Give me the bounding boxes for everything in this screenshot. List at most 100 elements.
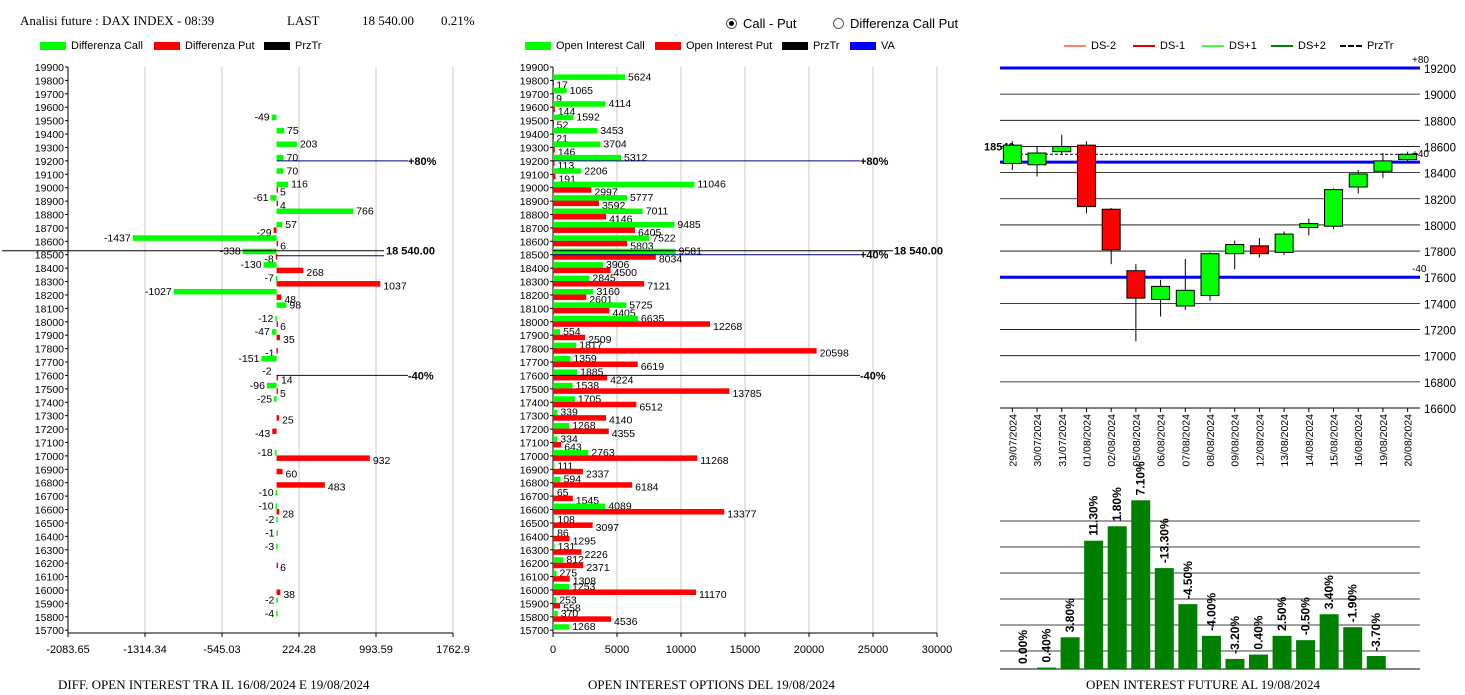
oi-call-bar [553,624,570,630]
future-oi-bar [1366,656,1386,669]
percent-marker-label: +40% [860,250,889,262]
future-oi-bar [1343,627,1363,669]
oi-call-bar [553,248,676,255]
oi-put-bar [553,455,698,461]
oi-put-bar [553,173,556,180]
put-diff-bar [276,200,279,207]
x-tick-label: -545.03 [203,644,240,656]
strike-label: 16900 [520,464,549,476]
call-diff-label: -2 [265,514,274,526]
strike-label: 16000 [35,585,64,597]
x-tick-label: 1762.9 [436,644,470,656]
strike-label: 19300 [520,142,549,154]
legend-diff-put-label: Differenza Put [185,40,255,52]
strike-label: 16700 [520,491,549,503]
call-diff-bar [276,516,278,523]
radio-call-put[interactable]: Call - Put [726,16,796,31]
strike-label: 19500 [520,116,549,128]
legend-prztr-3-label: PrzTr [1367,40,1394,52]
strike-label: 17100 [35,437,64,449]
oi-put-bar [553,535,570,542]
legend-line-lime [1202,45,1224,47]
call-diff-label: -47 [255,326,270,338]
strike-label: 19100 [520,169,549,181]
x-tick-label: 224.28 [282,644,316,656]
oi-call-bar [553,436,558,442]
put-diff-label: 1037 [383,281,407,293]
strike-label: 19100 [35,169,64,181]
band-label: -40 [1412,264,1427,275]
oi-put-label: 9 [556,93,562,105]
oi-put-bar [553,415,606,421]
band-label: +40 [1412,149,1429,160]
future-oi-bar [1084,540,1104,669]
put-diff-bar [272,428,277,435]
future-oi-label: -3.20% [1228,616,1242,654]
oi-call-bar [553,154,621,161]
oi-call-label: 3704 [603,138,627,150]
strike-label: 15900 [520,598,549,610]
oi-call-bar [553,409,558,416]
strike-label: 18100 [35,303,64,315]
oi-put-bar [553,240,628,247]
future-oi-bar [1296,640,1316,669]
call-diff-bar [266,382,277,389]
strike-label: 16200 [35,558,64,570]
oi-call-bar [553,382,573,389]
call-diff-label: -1027 [145,286,172,298]
oi-call-bar [553,543,555,550]
strike-label: 18700 [520,223,549,235]
oi-put-bar [553,361,638,368]
call-diff-bar [276,610,278,617]
oi-call-label: 334 [560,433,578,445]
y-tick-label: 18800 [1424,116,1456,128]
radio-on-icon [726,18,737,29]
candle-body [1274,233,1294,253]
y-tick-label: 18600 [1424,142,1456,154]
future-oi-label: 0.40% [1040,628,1054,662]
call-diff-bar [276,208,354,215]
date-label: 07/08/2024 [1180,414,1192,467]
candle-body [1348,173,1368,188]
legend-oi-put-label: Open Interest Put [686,40,773,52]
future-oi-bar [1107,526,1127,669]
oi-call-label: 86 [557,527,569,539]
call-diff-label: -10 [258,501,273,513]
put-diff-label: 35 [283,334,295,346]
candle-body [1200,253,1220,297]
call-diff-bar [271,114,277,121]
oi-put-label: 4140 [609,415,633,427]
oi-put-label: 3097 [596,522,620,534]
legend-prztr-1: PrzTr [264,40,321,52]
put-diff-label: 268 [306,267,324,279]
oi-put-bar [553,509,725,515]
oi-call-bar [553,315,638,322]
strike-label: 19400 [35,129,64,141]
call-diff-label: 116 [291,179,308,191]
strike-label: 18700 [35,223,64,235]
strike-label: 16200 [520,558,549,570]
strike-label: 17500 [35,384,64,396]
strike-label: 18500 [35,250,64,262]
call-diff-label: -1437 [104,232,131,244]
future-oi-bar [1319,614,1339,669]
radio-diff-call-put[interactable]: Differenza Call Put [833,16,958,31]
future-oi-label: 3.40% [1322,575,1336,609]
strike-label: 17400 [520,397,549,409]
put-diff-bar [276,468,283,475]
future-oi-label: 11.30% [1087,495,1101,535]
oi-put-bar [553,495,573,502]
oi-call-bar [553,208,643,215]
x-tick-label: 25000 [858,644,889,656]
put-diff-bar [276,334,281,341]
strike-label: 16600 [35,505,64,517]
future-oi-bar [1131,500,1151,669]
call-diff-label: 70 [287,152,299,164]
legend-line-red [1133,45,1155,47]
oi-put-label: 6619 [641,361,665,373]
y-tick-label: 18400 [1424,169,1456,181]
y-tick-label: 17000 [1424,352,1456,364]
put-diff-label: 6 [280,240,286,252]
oi-call-bar [553,221,675,228]
put-diff-label: 38 [283,589,295,601]
